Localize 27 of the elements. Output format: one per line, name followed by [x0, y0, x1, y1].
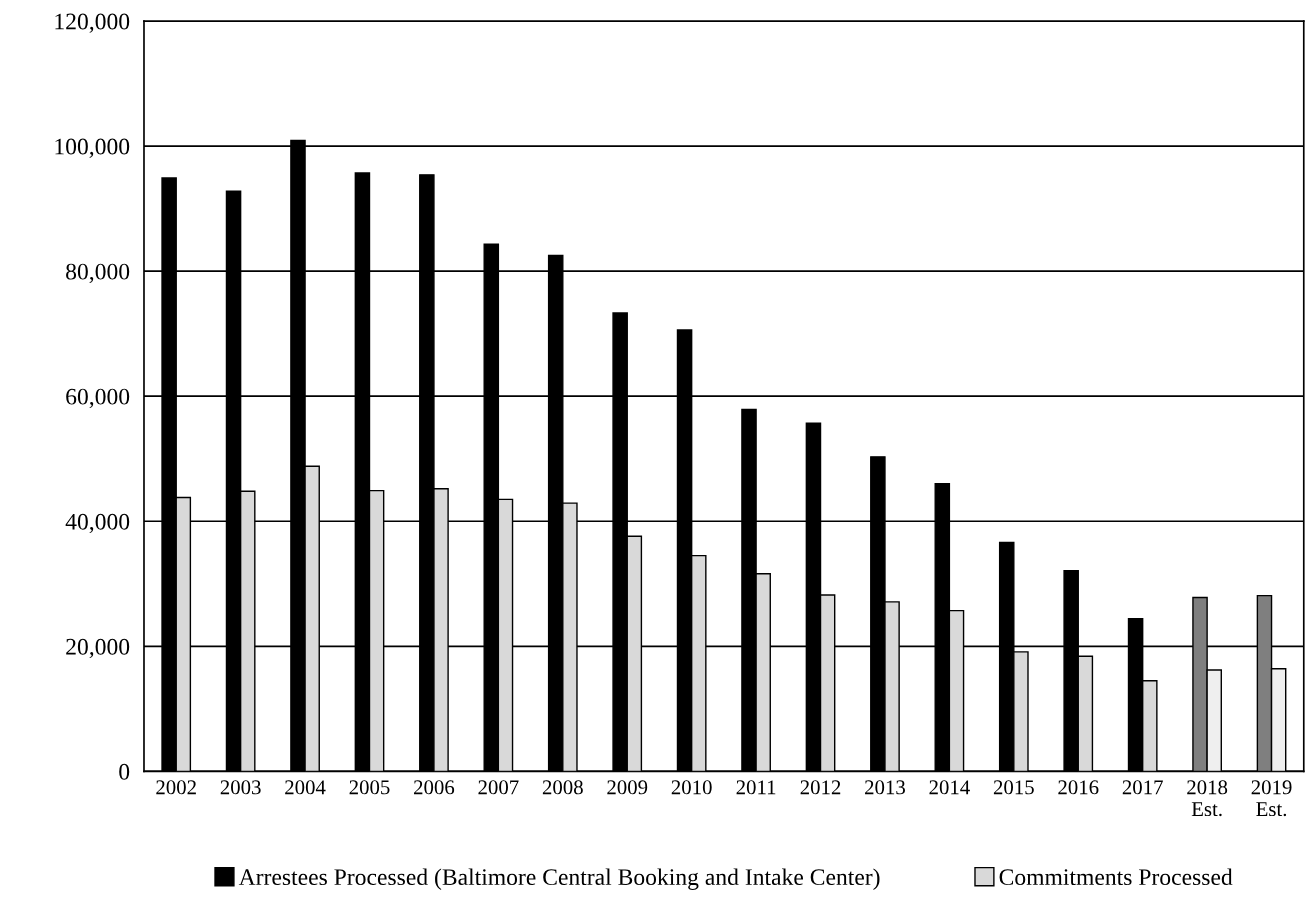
x-tick-label: 2013: [865, 780, 905, 795]
x-tick-label: 2009: [607, 780, 648, 795]
x-tick-label: 2012: [800, 780, 841, 795]
y-tick-label: 20,000: [66, 638, 130, 659]
x-tick-label: 2002: [156, 780, 196, 795]
x-tick-label: 2003: [220, 780, 261, 795]
y-tick-label: 80,000: [66, 263, 130, 283]
x-tick-label: 2005: [349, 780, 390, 795]
x-tick-label: 2017: [1122, 780, 1163, 795]
y-tick-label: 120,000: [55, 13, 130, 33]
x-tick-label: 2015: [993, 780, 1034, 795]
legend-label: Arrestees Processed (Baltimore Central Booking and Intake Center): [238, 868, 880, 890]
y-tick-label: 100,000: [55, 138, 130, 158]
x-tick-label: 2004: [285, 780, 326, 795]
x-tick-label: 2014: [929, 780, 970, 795]
y-tick-label: 0: [119, 763, 130, 780]
x-tick-label: 2008: [542, 780, 583, 795]
x-tick-label: 2016: [1058, 780, 1099, 795]
y-tick-label: 40,000: [65, 513, 130, 534]
x-tick-label: 2006: [414, 780, 455, 795]
x-tick-label: 2010: [671, 780, 712, 795]
x-tick-label: 2019 Est.: [1251, 780, 1292, 817]
y-tick-label: 60,000: [66, 388, 130, 409]
legend-label: Commitments Processed: [999, 868, 1233, 886]
x-tick-label: 2018 Est.: [1187, 780, 1228, 817]
x-tick-label: 2007: [478, 780, 519, 795]
x-tick-label: 2011: [736, 780, 776, 795]
